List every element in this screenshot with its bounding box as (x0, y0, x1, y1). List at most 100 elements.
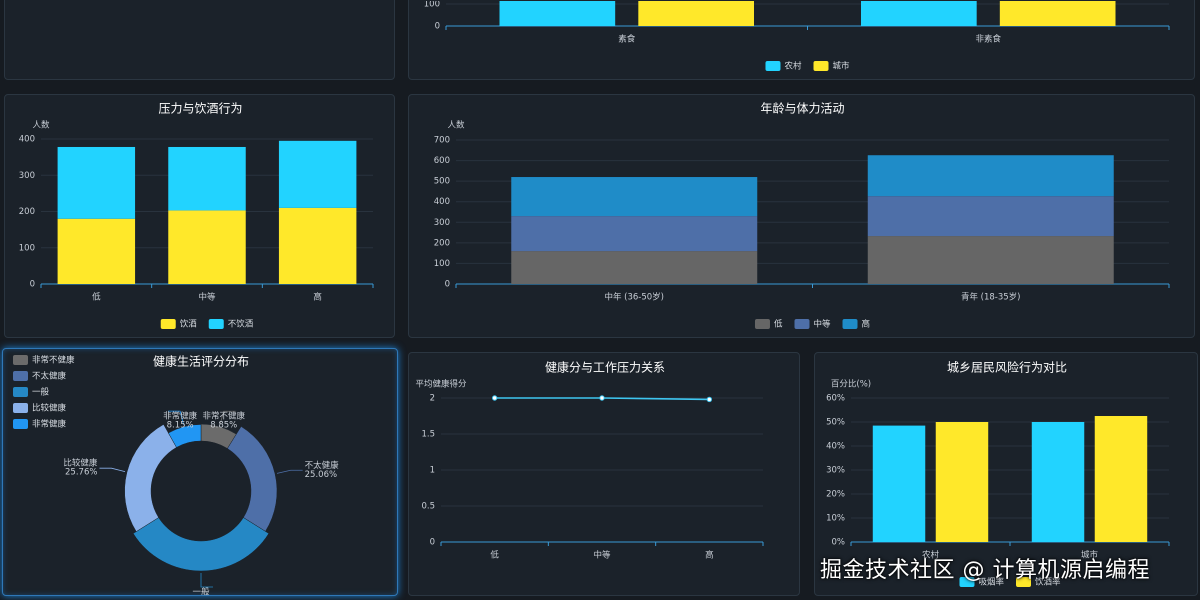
bar-segment (57, 146, 136, 219)
y-tick-label: 600 (434, 156, 450, 166)
bar-segment (867, 236, 1114, 284)
bar-segment (867, 155, 1114, 197)
bar (935, 422, 989, 542)
x-tick-label: 中等 (593, 550, 611, 561)
bar (1094, 416, 1148, 542)
bar (499, 1, 616, 26)
slice-label: 不太健康 (305, 460, 340, 471)
y-axis-label: 平均健康得分 (415, 379, 467, 390)
y-tick-label: 1.5 (421, 430, 435, 440)
watermark: 掘金技术社区 @ 计算机源启编程 (820, 558, 1150, 583)
legend-swatch (13, 371, 28, 381)
pie-slice (168, 424, 202, 448)
bar (638, 1, 754, 26)
chart: 0100200300400500素食非素食农村城市 (424, 1, 1170, 72)
legend-label: 吸烟率 (978, 577, 1004, 588)
y-tick-label: 20% (826, 490, 845, 500)
label-line (276, 469, 303, 474)
y-tick-label: 0% (832, 538, 846, 548)
chart: 健康生活评分分布非常不健康8.85%不太健康25.06%一般32.18%比较健康… (13, 354, 340, 597)
slice-label: 非常健康 (163, 411, 198, 422)
legend-swatch (842, 319, 858, 329)
y-tick-label: 30% (826, 466, 845, 476)
bar-segment (278, 140, 357, 208)
legend-swatch (794, 319, 810, 329)
panel: 压力与饮酒行为 0 100 200 300 400 人数低 中等 高饮酒 不饮酒 (4, 94, 395, 338)
chart-title: 城乡居民风险行为对比 (947, 360, 1067, 375)
x-tick-label: 非素食 (975, 34, 1001, 45)
y-tick-label: 0 (445, 280, 450, 290)
point (599, 395, 605, 401)
x-tick-label: 中年 (36-50岁) (604, 292, 664, 303)
legend-swatch (13, 355, 28, 365)
bar (872, 425, 926, 542)
x-tick-label: 城市 (1081, 550, 1099, 561)
label-line (99, 467, 126, 473)
label-line (168, 410, 185, 425)
slice-value-label: 8.85% (210, 421, 237, 431)
y-tick-label: 500 (434, 177, 450, 187)
bar-segment (511, 251, 758, 284)
bar-segment (168, 146, 246, 211)
chart-title: 健康生活评分分布 (153, 354, 249, 369)
y-tick-label: 1 (430, 466, 435, 476)
y-tick-label: 100 (424, 1, 440, 10)
x-tick-label: 高 (705, 550, 714, 561)
label-line (219, 410, 236, 425)
bar-segment (168, 210, 246, 284)
legend-swatch (13, 387, 28, 397)
legend-label: 一般 (32, 387, 50, 398)
pie-slice (132, 517, 270, 572)
panel: 健康生活评分分布非常不健康8.85%不太健康25.06%一般32.18%比较健康… (2, 348, 398, 596)
chart: 压力与饮酒行为 0 100 200 300 400 人数低 中等 高饮酒 不饮酒 (19, 102, 374, 330)
legend-label: 饮酒率 (1035, 577, 1061, 588)
legend-swatch (13, 403, 28, 413)
slice-value-label: 8.15% (167, 421, 194, 431)
bar-segment (867, 196, 1114, 237)
legend-label: 中等 (813, 319, 831, 330)
y-tick-label: 60% (826, 394, 845, 404)
bar-segment (511, 216, 758, 252)
slice-value-label: 25.06% (305, 470, 337, 480)
legend-label: 饮酒 (180, 319, 198, 330)
y-tick-label: 0 (435, 22, 440, 32)
bar-segment (511, 177, 758, 217)
y-tick-label: 10% (826, 514, 845, 524)
legend-swatch (208, 319, 224, 329)
y-tick-label: 300 (434, 218, 450, 228)
legend-label: 非常健康 (32, 419, 67, 430)
x-tick-label: 青年 (18-35岁) (961, 292, 1021, 303)
point (706, 396, 713, 403)
x-tick-label: 中等 (198, 292, 216, 303)
pie-slice (124, 424, 177, 532)
legend-swatch (13, 419, 28, 429)
bar (861, 1, 977, 26)
slice-label: 一般 (192, 587, 210, 597)
y-tick-label: 700 (434, 136, 450, 146)
y-tick-label: 0.5 (421, 502, 435, 512)
y-tick-label: 0 (430, 538, 435, 548)
bar-segment (278, 207, 357, 284)
x-tick-label: 低 (92, 292, 101, 303)
slice-label: 比较健康 (63, 458, 98, 469)
y-axis-label: 人数 (447, 120, 465, 131)
chart-title: 健康分与工作压力关系 (545, 360, 665, 375)
legend-swatch (959, 577, 975, 587)
legend-swatch (813, 61, 829, 71)
x-tick-label: 高 (313, 292, 322, 303)
legend-swatch (160, 319, 176, 329)
legend-label: 比较健康 (32, 403, 67, 414)
y-tick-label: 200 (434, 238, 450, 248)
legend-label: 城市 (833, 61, 851, 72)
y-tick-label: 300 (19, 171, 35, 181)
slice-value-label: 25.76% (65, 468, 97, 478)
slice-label: 非常不健康 (203, 411, 246, 422)
y-tick-label: 200 (19, 207, 35, 217)
chart: 城乡居民风险行为对比 0% 10% 20% 30% 40% 50% 60% 百分比(%) 农村 城市… (826, 360, 1170, 588)
panel (4, 0, 395, 80)
legend-swatch (765, 61, 781, 71)
legend-label: 低 (774, 319, 783, 330)
y-tick-label: 50% (826, 418, 845, 428)
